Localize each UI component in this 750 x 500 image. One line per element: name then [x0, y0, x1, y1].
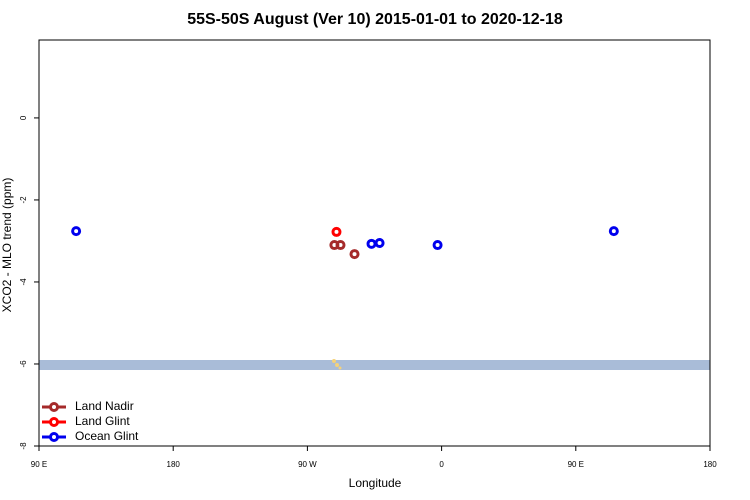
point — [331, 226, 342, 237]
point — [349, 249, 360, 260]
point — [335, 240, 346, 251]
y-tick-label: -4 — [19, 278, 28, 286]
y-tick-label: 0 — [19, 115, 28, 120]
legend-label: Ocean Glint — [75, 429, 139, 443]
point — [608, 226, 619, 237]
map-strip — [39, 360, 710, 370]
legend-label: Land Nadir — [75, 399, 134, 413]
x-axis-label: Longitude — [349, 476, 402, 490]
legend-label: Land Glint — [75, 414, 130, 428]
map-land — [338, 366, 342, 370]
x-tick-label: 90 E — [568, 460, 584, 469]
y-tick-label: -2 — [19, 196, 28, 204]
plot-frame — [38, 39, 711, 447]
x-tick-label: 180 — [167, 460, 181, 469]
map-land — [335, 363, 339, 367]
point — [432, 240, 443, 251]
legend-marker — [49, 417, 59, 427]
x-tick-label: 90 W — [298, 460, 317, 469]
legend-marker — [49, 402, 59, 412]
point — [71, 226, 82, 237]
point — [374, 238, 385, 248]
x-tick-label: 0 — [439, 460, 444, 469]
point — [366, 238, 377, 249]
y-tick-label: -8 — [19, 442, 28, 450]
y-axis-label: XCO2 - MLO trend (ppm) — [0, 178, 14, 313]
y-tick-label: -6 — [19, 360, 28, 368]
map-land — [332, 359, 336, 363]
x-tick-label: 90 E — [31, 460, 47, 469]
x-tick-label: 180 — [703, 460, 717, 469]
legend-marker — [49, 432, 59, 442]
chart-title: 55S-50S August (Ver 10) 2015-01-01 to 20… — [187, 11, 563, 28]
